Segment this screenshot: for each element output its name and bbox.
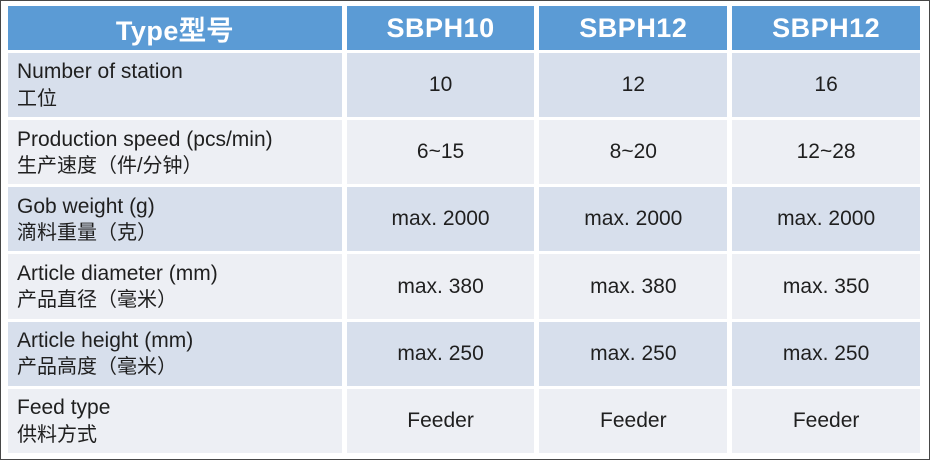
cell-value: max. 250 — [346, 321, 535, 386]
row-label: Number of station 工位 — [8, 53, 342, 118]
table-row-article-height: Article height (mm) 产品高度（毫米） max. 250 ma… — [8, 321, 920, 386]
row-label-en: Gob weight (g) — [17, 194, 155, 218]
cell-value: max. 2000 — [346, 187, 535, 252]
row-label: Production speed (pcs/min) 生产速度（件/分钟） — [8, 120, 342, 185]
cell-value: 8~20 — [539, 120, 728, 185]
cell-value: max. 350 — [732, 254, 920, 319]
table-row-article-diameter: Article diameter (mm) 产品直径（毫米） max. 380 … — [8, 254, 920, 319]
row-label: Gob weight (g) 滴料重量（克） — [8, 187, 342, 252]
row-label: Article diameter (mm) 产品直径（毫米） — [8, 254, 342, 319]
cell-value: max. 250 — [732, 321, 920, 386]
cell-value: Feeder — [346, 388, 535, 453]
table-row-production-speed: Production speed (pcs/min) 生产速度（件/分钟） 6~… — [8, 120, 920, 185]
row-label-zh: 生产速度（件/分钟） — [17, 154, 203, 177]
cell-value: 6~15 — [346, 120, 535, 185]
row-label: Article height (mm) 产品高度（毫米） — [8, 321, 342, 386]
row-label-zh: 供料方式 — [17, 423, 97, 446]
header-cell-type: Type型号 — [8, 6, 342, 50]
row-label-en: Production speed (pcs/min) — [17, 127, 273, 151]
header-cell-model-2: SBPH12 — [539, 6, 728, 50]
cell-value: max. 250 — [539, 321, 728, 386]
table-row-feed-type: Feed type 供料方式 Feeder Feeder Feeder — [8, 388, 920, 453]
cell-value: 12~28 — [732, 120, 920, 185]
table-row-number-of-station: Number of station 工位 10 12 16 — [8, 53, 920, 118]
row-label-zh: 产品直径（毫米） — [17, 289, 177, 312]
row-label-en: Number of station — [17, 60, 183, 84]
cell-value: max. 2000 — [539, 187, 728, 252]
cell-value: 16 — [732, 53, 920, 118]
row-label-zh: 产品高度（毫米） — [17, 356, 177, 379]
cell-value: 12 — [539, 53, 728, 118]
row-label-en: Feed type — [17, 396, 111, 420]
cell-value: Feeder — [539, 388, 728, 453]
cell-value: max. 380 — [539, 254, 728, 319]
row-label: Feed type 供料方式 — [8, 388, 342, 453]
header-cell-model-3: SBPH12 — [732, 6, 920, 50]
header-cell-model-1: SBPH10 — [346, 6, 535, 50]
cell-value: 10 — [346, 53, 535, 118]
table-header-row: Type型号 SBPH10 SBPH12 SBPH12 — [8, 6, 920, 50]
table-row-gob-weight: Gob weight (g) 滴料重量（克） max. 2000 max. 20… — [8, 187, 920, 252]
machine-spec-table: Type型号 SBPH10 SBPH12 SBPH12 Number of st… — [3, 3, 925, 456]
cell-value: max. 2000 — [732, 187, 920, 252]
row-label-zh: 滴料重量（克） — [17, 222, 157, 245]
row-label-en: Article height (mm) — [17, 329, 194, 353]
cell-value: max. 380 — [346, 254, 535, 319]
row-label-zh: 工位 — [17, 87, 57, 110]
row-label-en: Article diameter (mm) — [17, 261, 218, 285]
cell-value: Feeder — [732, 388, 920, 453]
